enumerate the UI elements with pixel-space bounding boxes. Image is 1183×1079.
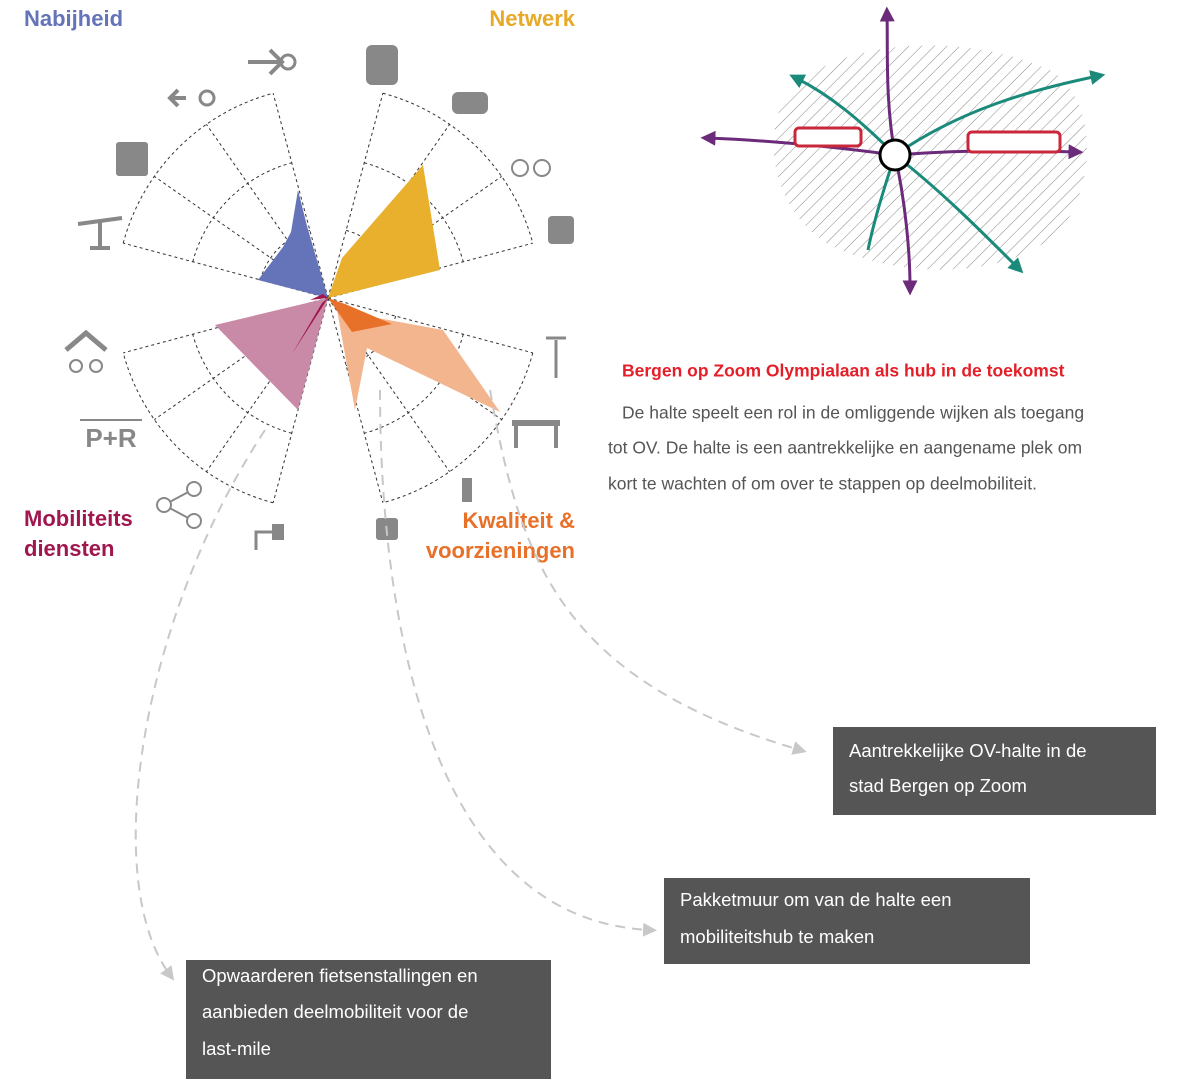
group-label: Nabijheid [24,6,123,31]
grid-line [154,297,329,421]
icon-lamp [546,336,566,378]
route [879,6,897,156]
bus [793,126,863,148]
icon-shelter [64,329,108,352]
grid-line [327,297,502,421]
grid-line [327,242,533,299]
icon-people [116,142,148,176]
wedge-diensten-dark2 [310,294,328,300]
icon-bike [69,359,83,373]
group-label: Mobiliteits [24,506,133,531]
icon-people [548,216,574,244]
group-label: voorzieningen [426,538,575,563]
group-label: Netwerk [489,6,575,31]
icon-bike [89,359,103,373]
grid-line [154,175,329,299]
bike-route [894,153,1024,274]
description-line: kort te wachten of om over te stappen op… [608,474,1037,494]
callout-text: last-mile [202,1038,271,1059]
grid-line [192,162,292,262]
route [700,130,896,157]
radar-shapes [215,165,500,412]
callout-text: stad Bergen op Zoom [849,775,1027,796]
grid-line [382,352,534,504]
grid-line [327,297,384,503]
icon-plug [272,524,284,540]
catchment [773,45,1087,270]
grid-line [327,93,384,299]
description-line: tot OV. De halte is een aantrekkelijke e… [608,438,1082,458]
wedge-nabijheid [258,190,328,298]
grid-line [272,297,329,503]
icon-arrow [248,48,285,76]
grid-line [272,93,329,299]
icon-plug [254,530,272,550]
icon-share [186,513,202,529]
callout-box [664,878,1030,964]
grid-line [192,334,292,434]
grid-line [205,297,329,472]
wedge-diensten-dark [292,298,328,354]
grid-line [259,229,311,281]
wedge-netwerk [328,165,440,298]
grid-line [123,297,329,354]
flow-arrow [379,389,657,937]
grid-line [327,297,533,354]
wedge-kwaliteit-dark [328,298,392,332]
callout-text: Aantrekkelijke OV-halte in de [849,740,1087,761]
callout-text: mobiliteitshub te maken [680,926,874,947]
icon-shelter [514,426,518,448]
bus [966,130,1062,154]
icon-bike [511,159,529,177]
icon-target [198,89,216,107]
callout-box [833,727,1156,815]
icon-target [279,53,297,71]
description-title: Bergen op Zoom Olympialaan als hub in de… [622,361,1065,381]
icon-bike [533,159,551,177]
grid-line [122,352,274,504]
icon-shelter [554,426,558,448]
icon-bus [366,45,398,85]
icon-share [186,481,202,497]
icon-share [156,497,172,513]
description-line: De halte speelt een rol in de omliggende… [622,403,1084,423]
callout-text: aanbieden deelmobiliteit voor de [202,1001,468,1022]
hub [878,138,912,172]
grid-line [327,175,502,299]
grid-line [123,242,329,299]
grid-line [382,92,534,244]
grid-line [205,124,329,299]
hub-map [700,6,1106,296]
wedge-diensten [215,298,328,410]
flow-arrow [489,389,807,755]
callout-text: Opwaarderen fietsenstallingen en [202,965,478,986]
icon-person [462,478,472,502]
icon-car [452,92,488,114]
icon-label: P+R [85,423,137,453]
callout-box [186,960,551,1079]
icons [64,45,574,550]
grid-line [122,92,274,244]
grid-line [327,124,451,299]
flow-arrow [134,429,266,981]
bike-route [894,70,1106,157]
icon-shelter [512,420,560,426]
icon-arrow-left [167,88,186,108]
callout-text: Pakketmuur om van de halte een [680,889,952,910]
radar-grid [122,92,534,504]
grid-line [327,297,451,472]
group-label: diensten [24,536,114,561]
icon-scale [77,216,123,250]
